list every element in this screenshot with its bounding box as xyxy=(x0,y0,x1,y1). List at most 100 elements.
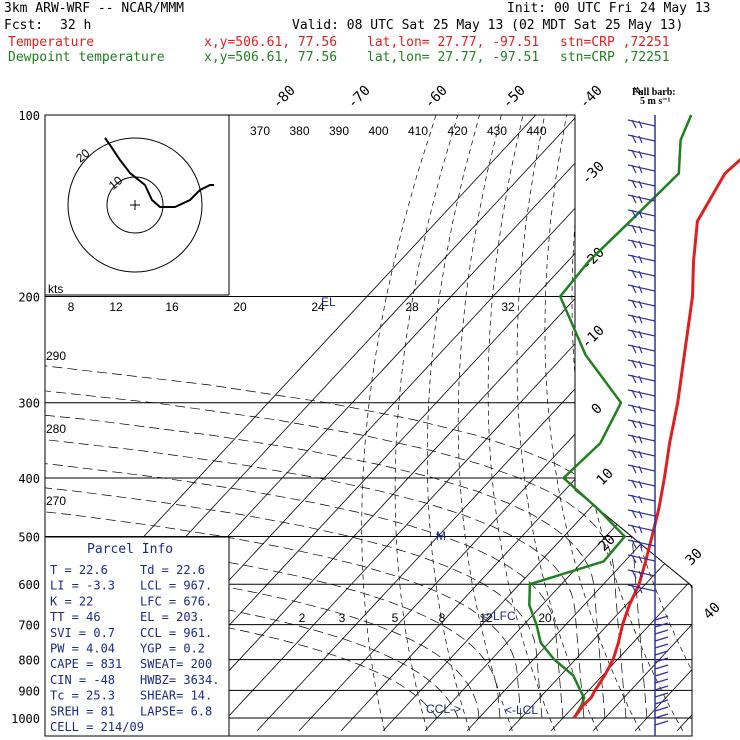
parcel-info-row-value: LFC = 676. xyxy=(140,594,212,608)
pressure-tick-label: 200 xyxy=(18,291,40,305)
mixing-ratio-label: 12 xyxy=(479,611,493,625)
wind-barb xyxy=(627,449,656,459)
wind-barb xyxy=(627,554,656,564)
parcel-info-row-value: SWEAT= 200 xyxy=(140,657,212,671)
pressure-tick-label: 100 xyxy=(18,109,40,123)
wind-barb xyxy=(627,359,656,369)
parcel-info-row-value: Td = 22.6 xyxy=(140,563,205,577)
pressure-tick-label: 300 xyxy=(18,397,40,411)
m-annotation: M xyxy=(436,529,446,543)
isotherm-label: 40 xyxy=(701,600,724,623)
wind-barb xyxy=(654,622,669,628)
isotherm-line xyxy=(424,115,692,732)
valid-time: Valid: 08 UTC Sat 25 May 13 (02 MDT Sat … xyxy=(292,18,684,33)
wind-barb xyxy=(654,706,669,712)
wind-barb xyxy=(627,419,656,429)
wind-barb xyxy=(627,509,656,519)
wind-barb xyxy=(627,119,656,129)
dry-adiabat-line xyxy=(361,115,437,731)
wind-barb xyxy=(627,329,656,339)
barb-legend-icon xyxy=(633,86,644,96)
theta-e-label: 390 xyxy=(329,124,349,138)
theta-e-label: 380 xyxy=(289,124,309,138)
temperature-latlon: lat,lon= 27.77, -97.51 xyxy=(367,35,540,50)
parcel-info-row: CIN = -48 xyxy=(50,673,115,687)
wind-barb xyxy=(654,650,669,656)
hodograph-ring-label-20: 20 xyxy=(73,146,92,166)
isotherm-line xyxy=(592,115,692,732)
dry-adiabat-line xyxy=(719,115,740,731)
forecast-hours: 32 h xyxy=(60,18,92,33)
moist-adiabat-line xyxy=(45,296,648,719)
upper-mixing-label: 32 xyxy=(501,300,515,314)
wind-barb xyxy=(654,615,669,621)
barb-legend-units: 5 m s⁻¹ xyxy=(640,96,671,107)
wind-barb xyxy=(627,149,656,159)
wind-barb xyxy=(627,524,656,534)
wind-barb xyxy=(627,314,656,324)
wind-barb xyxy=(627,539,656,549)
wind-barb xyxy=(654,657,669,663)
theta-label: 290 xyxy=(46,349,66,363)
wind-barb xyxy=(627,179,656,189)
wind-barb xyxy=(627,344,656,354)
wind-barb xyxy=(654,685,669,691)
pressure-tick-label: 700 xyxy=(18,619,40,633)
wind-barb xyxy=(627,299,656,309)
wind-barb xyxy=(627,269,656,279)
wind-barb xyxy=(627,164,656,174)
init-time: Init: 00 UTC Fri 24 May 13 xyxy=(507,1,711,16)
parcel-info-row: T = 22.6 xyxy=(50,563,108,577)
theta-label: 280 xyxy=(46,422,66,436)
isotherm-label: -80 xyxy=(270,83,299,112)
dry-adiabat-line xyxy=(571,115,684,731)
parcel-info-panel: Parcel Info T = 22.6 Td = 22.6 LI = -3.3 LC… xyxy=(44,536,230,737)
isotherm-line xyxy=(466,115,692,732)
lcl-annotation: <-LCL xyxy=(505,703,538,717)
parcel-info-row-value: LCL = 967. xyxy=(140,579,212,593)
wind-barb xyxy=(627,194,656,204)
wind-barb xyxy=(627,389,656,399)
temperature-station: stn=CRP ,72251 xyxy=(560,35,670,50)
dewpoint-station: stn=CRP ,72251 xyxy=(560,50,670,65)
theta-e-label: 400 xyxy=(368,124,388,138)
wind-barb xyxy=(627,494,656,504)
el-annotation: EL xyxy=(321,295,336,309)
temperature-legend-label: Temperature xyxy=(8,35,95,50)
upper-mixing-label: 24 xyxy=(311,300,325,314)
dry-adiabat-line xyxy=(516,115,598,731)
barb-legend-title: Full barb: xyxy=(632,87,676,98)
isotherm-label: 30 xyxy=(683,546,706,569)
theta-e-label: 440 xyxy=(526,124,546,138)
isotherm-line xyxy=(214,115,692,732)
parcel-info-row: LI = -3.3 xyxy=(50,579,115,593)
isotherm-label: 20 xyxy=(596,532,619,555)
parcel-info-row-value: LAPSE= 6.8 xyxy=(140,704,212,718)
hodograph-units: kts xyxy=(48,282,63,296)
moist-adiabat-line xyxy=(45,296,501,719)
lfc-annotation: <-LFC xyxy=(482,609,516,623)
parcel-info-row: K = 22 xyxy=(50,594,93,608)
wind-barb xyxy=(654,678,669,684)
temperature-xy: x,y=506.61, 77.56 xyxy=(204,35,338,50)
parcel-info-row-value: YGP = 0.2 xyxy=(140,642,205,656)
parcel-info-row: SVI = 0.7 xyxy=(50,626,115,640)
isotherm-line xyxy=(676,115,692,732)
isotherm-line xyxy=(382,115,692,732)
theta-e-label: 430 xyxy=(487,124,507,138)
mixing-ratio-label: 3 xyxy=(339,611,346,625)
mixing-ratio-label: 5 xyxy=(392,611,399,625)
pressure-tick-label: 500 xyxy=(18,530,40,544)
wind-barb xyxy=(627,209,656,219)
isotherm-line xyxy=(550,115,692,732)
parcel-info-row: CAPE = 831 xyxy=(50,657,122,671)
wind-barb xyxy=(627,284,656,294)
dewpoint-legend-label: Dewpoint temperature xyxy=(8,50,165,65)
wind-barb xyxy=(654,720,669,726)
parcel-info-row-value: CCL = 961. xyxy=(140,626,212,640)
isotherm-line xyxy=(508,115,692,732)
parcel-info-row-value: SHEAR= 14. xyxy=(140,689,212,703)
temperature-series-line xyxy=(572,158,740,719)
dewpoint-latlon: lat,lon= 27.77, -97.51 xyxy=(367,50,540,65)
